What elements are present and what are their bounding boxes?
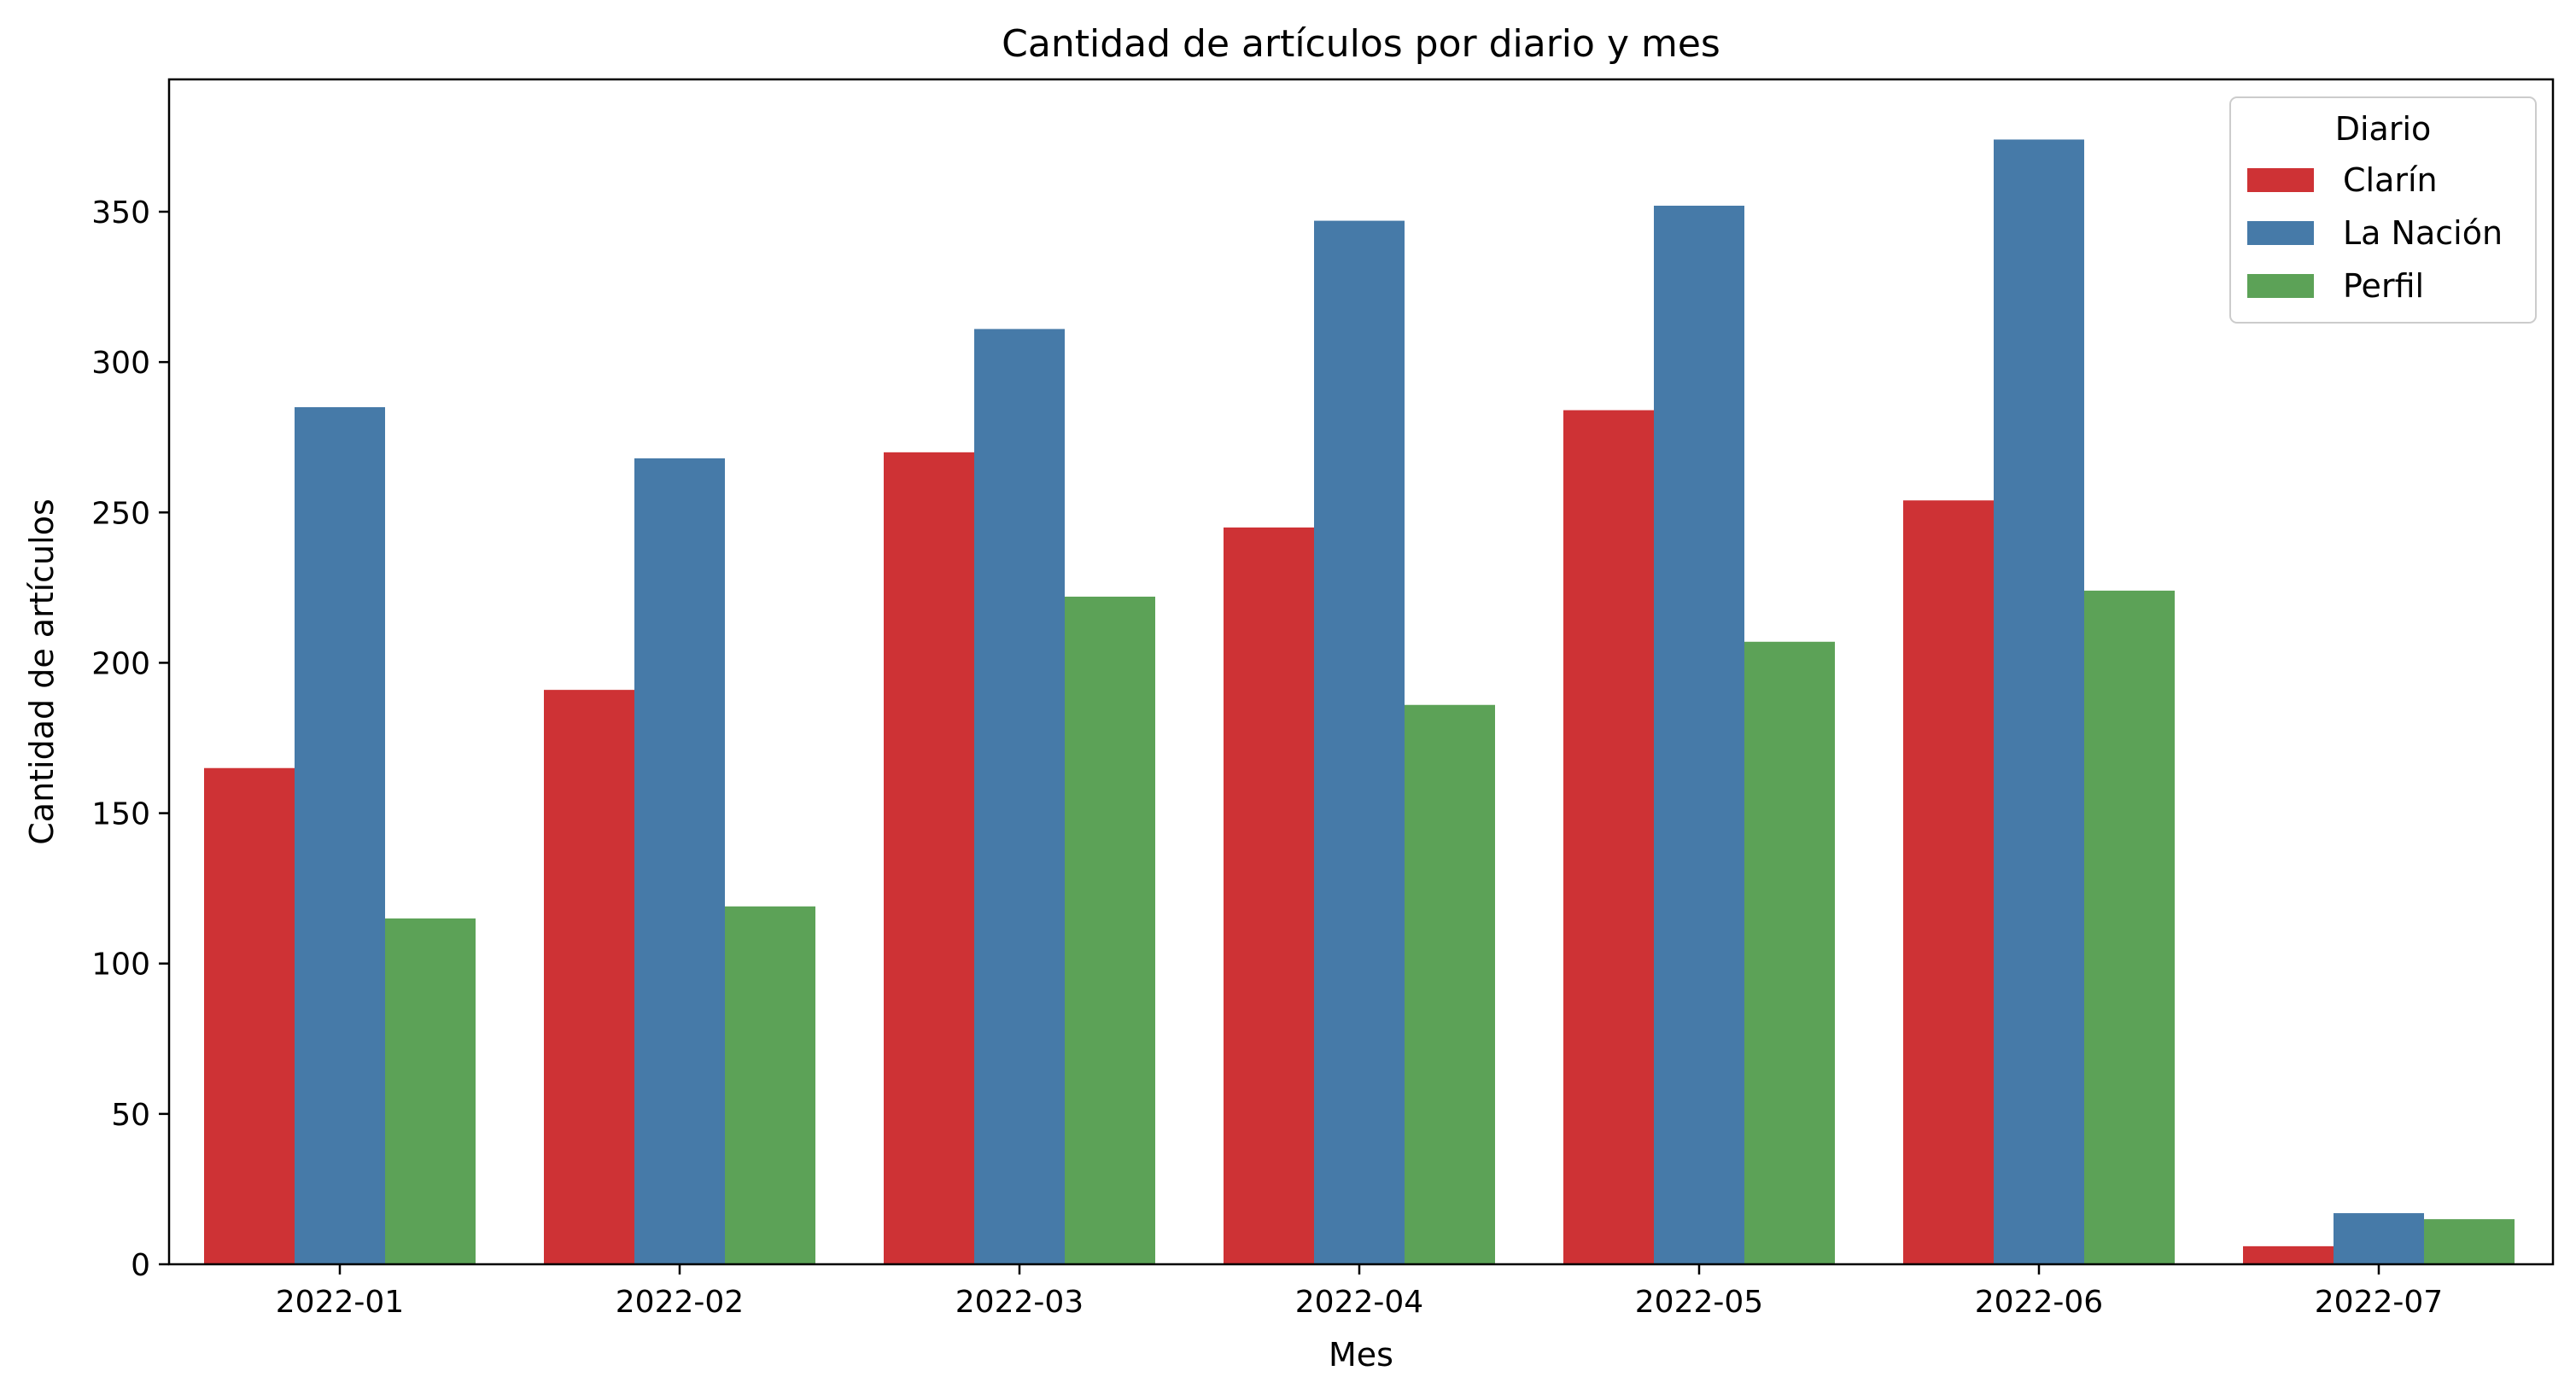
legend-title: Diario (2335, 110, 2432, 148)
bar-perfil-2022-04 (1405, 704, 1495, 1264)
y-axis: 0 50 100 150 200 250 300 350 (91, 195, 169, 1283)
y-tick-label: 300 (91, 346, 150, 381)
legend: Diario Clarín La Nación Perfil (2229, 96, 2537, 324)
legend-swatch (2247, 168, 2314, 192)
bar-la-naci-n-2022-04 (1314, 220, 1405, 1264)
y-tick-label: 50 (111, 1098, 150, 1133)
bar-perfil-2022-01 (385, 918, 476, 1264)
x-tick-label: 2022-02 (616, 1285, 744, 1320)
bar-clar-n-2022-05 (1563, 410, 1654, 1264)
x-tick-label: 2022-07 (2315, 1285, 2443, 1320)
bar-perfil-2022-03 (1065, 596, 1155, 1264)
bar-la-naci-n-2022-03 (974, 329, 1065, 1264)
legend-frame (2229, 96, 2537, 324)
plot-frame (167, 78, 2555, 1266)
legend-swatch (2247, 221, 2314, 245)
bar-perfil-2022-02 (725, 906, 815, 1264)
bar-la-naci-n-2022-05 (1654, 205, 1744, 1265)
bar-clar-n-2022-01 (204, 767, 295, 1264)
legend-label: La Nación (2343, 214, 2503, 252)
bar-perfil-2022-05 (1744, 641, 1835, 1264)
legend-label: Clarín (2343, 161, 2438, 199)
y-axis-title: Cantidad de artículos (23, 499, 61, 845)
bar-clar-n-2022-04 (1224, 527, 1314, 1264)
bar-la-naci-n-2022-07 (2334, 1213, 2424, 1264)
y-tick-label: 200 (91, 646, 150, 681)
legend-label: Perfil (2343, 267, 2424, 305)
y-tick-label: 0 (131, 1248, 150, 1283)
legend-entries: Clarín La Nación Perfil (2247, 161, 2503, 305)
bar-perfil-2022-07 (2424, 1219, 2515, 1264)
bar-la-naci-n-2022-06 (1994, 139, 2084, 1265)
bar-la-naci-n-2022-01 (295, 406, 385, 1264)
x-tick-label: 2022-03 (955, 1285, 1084, 1320)
bar-perfil-2022-06 (2084, 590, 2175, 1264)
x-tick-label: 2022-01 (276, 1285, 404, 1320)
y-tick-label: 250 (91, 496, 150, 531)
y-tick-label: 350 (91, 195, 150, 230)
y-tick-label: 150 (91, 797, 150, 832)
y-tick-label: 100 (91, 948, 150, 983)
x-tick-label: 2022-06 (1975, 1285, 2103, 1320)
x-axis: 2022-01 2022-02 2022-03 2022-04 2022-05 2022-… (276, 1264, 2443, 1320)
bar-clar-n-2022-03 (884, 452, 974, 1264)
legend-swatch (2247, 274, 2314, 298)
x-axis-title: Mes (1329, 1336, 1393, 1374)
bar-clar-n-2022-06 (1903, 500, 1994, 1264)
bar-clar-n-2022-02 (544, 690, 634, 1264)
x-tick-label: 2022-05 (1635, 1285, 1763, 1320)
chart-title: Cantidad de artículos por diario y mes (1002, 22, 1720, 66)
bar-la-naci-n-2022-02 (634, 458, 725, 1264)
x-tick-label: 2022-04 (1295, 1285, 1423, 1320)
bar-clar-n-2022-07 (2243, 1245, 2334, 1264)
bars-layer (204, 139, 2515, 1265)
